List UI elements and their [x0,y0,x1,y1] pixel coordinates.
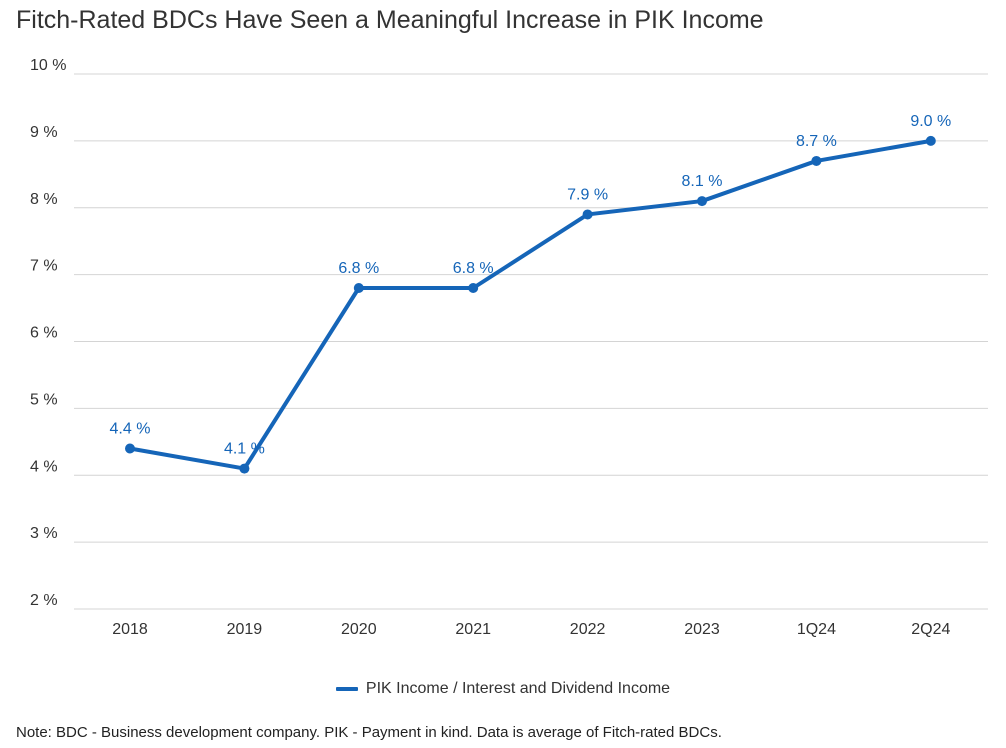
legend: PIK Income / Interest and Dividend Incom… [0,680,1006,698]
data-point [239,463,250,474]
y-tick-label: 8 % [30,191,58,208]
data-point [697,196,707,207]
series-line [128,138,933,471]
data-labels: 4.4 % 4.1 % 6.8 % 6.8 % 7.9 % 8.1 % 8.7 % 9.0 % [110,113,952,458]
legend-swatch [335,687,358,691]
x-tick-label: 2020 [341,621,377,638]
chart-title: Fitch-Rated BDCs Have Seen a Meaningful … [16,6,764,34]
data-point [582,209,593,220]
footnote: Note: BDC - Business development company… [16,724,722,741]
data-label: 4.4 % [110,421,151,438]
data-label: 4.1 % [224,441,265,458]
x-tick-label: 2018 [112,621,148,638]
data-label: 7.9 % [567,186,608,203]
x-tick-label: 1Q24 [797,621,836,638]
data-label: 8.7 % [796,133,837,150]
x-tick-label: 2023 [684,621,720,638]
y-tick-label: 10 % [30,57,66,74]
data-label: 8.1 % [682,173,723,190]
series-pik-income [125,135,936,474]
x-tick-label: 2021 [455,621,491,638]
y-tick-label: 4 % [30,458,58,475]
legend-label: PIK Income / Interest and Dividend Incom… [365,680,671,697]
data-label: 6.8 % [453,260,494,277]
y-tick-label: 7 % [30,258,58,275]
data-point [468,283,479,293]
data-point [811,155,822,166]
data-point [125,443,135,454]
x-tick-label: 2Q24 [911,621,950,638]
grid-lines [74,73,988,610]
y-axis-ticks: 10 % 9 % 8 % 7 % 6 % 5 % 4 % 3 % 2 % [30,57,66,609]
x-tick-label: 2022 [570,621,606,638]
y-tick-label: 5 % [30,391,58,408]
y-tick-label: 3 % [30,525,58,542]
data-point [925,135,936,146]
y-tick-label: 6 % [30,325,58,342]
data-point [353,283,364,293]
x-axis-ticks: 2018 2019 2020 2021 2022 2023 1Q24 2Q24 [112,621,950,638]
x-tick-label: 2019 [227,621,263,638]
data-label: 9.0 % [910,113,951,130]
data-label: 6.8 % [338,260,379,277]
y-tick-label: 2 % [30,592,58,609]
y-tick-label: 9 % [30,124,58,141]
